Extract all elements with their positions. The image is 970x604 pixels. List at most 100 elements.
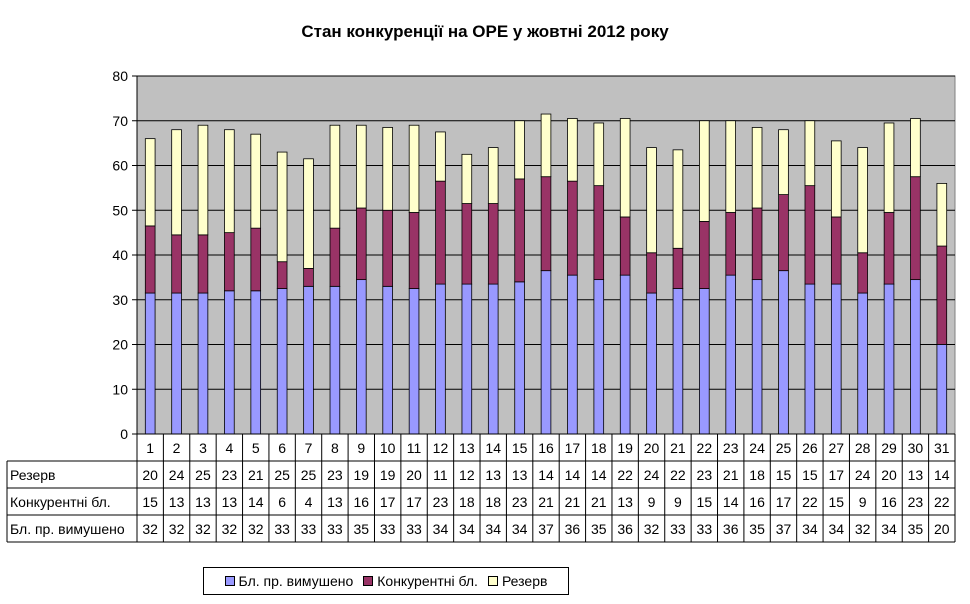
bar-segment-1 — [936, 344, 948, 435]
table-cell: 24 — [169, 467, 185, 483]
table-cell: 36 — [565, 521, 581, 537]
x-category-label: 24 — [749, 440, 765, 456]
x-category-label: 15 — [512, 440, 528, 456]
bar-segment-1 — [646, 292, 657, 435]
table-cell: 21 — [723, 467, 739, 483]
bar-segment-3 — [197, 124, 209, 236]
table-cell: 13 — [908, 467, 924, 483]
table-cell: 24 — [855, 467, 871, 483]
table-cell: 25 — [274, 467, 290, 483]
bar-segment-3 — [751, 127, 763, 209]
legend-label: Бл. пр. вимушено — [238, 573, 354, 589]
bars — [144, 113, 948, 435]
bar-segment-1 — [514, 281, 525, 435]
y-tick-label: 40 — [112, 247, 128, 263]
table-cell: 23 — [327, 467, 343, 483]
table-cell: 33 — [380, 521, 396, 537]
bar-segment-3 — [804, 120, 816, 187]
chart-title: Стан конкуренції на ОРЕ у жовтні 2012 ро… — [301, 22, 669, 41]
bar-segment-1 — [910, 279, 921, 435]
table-cell: 32 — [248, 521, 264, 537]
x-category-label: 28 — [855, 440, 871, 456]
table-cell: 33 — [697, 521, 713, 537]
table-cell: 15 — [828, 494, 844, 510]
bar-segment-3 — [778, 129, 789, 195]
table-cell: 14 — [565, 467, 581, 483]
table-cell: 9 — [648, 494, 656, 510]
x-category-label: 26 — [802, 440, 818, 456]
table-cell: 22 — [934, 494, 950, 510]
x-category-label: 4 — [225, 440, 233, 456]
table-cell: 37 — [776, 521, 792, 537]
x-category-label: 1 — [146, 440, 154, 456]
x-category-label: 31 — [934, 440, 950, 456]
y-tick-label: 0 — [120, 426, 128, 442]
table-cell: 17 — [828, 467, 844, 483]
table-cell: 13 — [222, 494, 238, 510]
table-cell: 34 — [485, 521, 501, 537]
data-table: 1 2 3 4 5 6 7 8 9 10 11 12 13 14 15 16 17 18 19 20 21 22 23 24 2… — [6, 433, 956, 543]
table-cell: 32 — [222, 521, 238, 537]
table-cell: 13 — [617, 494, 633, 510]
legend-swatch — [363, 576, 374, 586]
table-cell: 15 — [802, 467, 818, 483]
table-cell: 34 — [512, 521, 528, 537]
bar-segment-3 — [567, 118, 578, 182]
bar-segment-3 — [224, 129, 235, 234]
table-cell: 13 — [512, 467, 528, 483]
bar-segment-3 — [699, 120, 710, 222]
table-cell: 15 — [142, 494, 158, 510]
bar-segment-1 — [382, 285, 393, 435]
table-cell: 35 — [354, 521, 370, 537]
bar-segment-3 — [461, 153, 473, 204]
bar-segment-1 — [276, 288, 288, 435]
bar-segment-2 — [461, 203, 473, 285]
bar-segment-1 — [751, 279, 763, 435]
table-cell: 33 — [406, 521, 422, 537]
table-cell: 35 — [591, 521, 607, 537]
y-tick-label: 70 — [112, 113, 128, 129]
bar-segment-1 — [250, 290, 262, 435]
table-cell: 21 — [248, 467, 264, 483]
y-tick-label: 50 — [112, 202, 128, 218]
table-cell: 20 — [142, 467, 158, 483]
bar-segment-1 — [224, 290, 235, 435]
bar-segment-2 — [910, 176, 921, 281]
bar-segment-2 — [725, 212, 736, 276]
table-cell: 12 — [459, 467, 475, 483]
bar-segment-1 — [435, 283, 446, 435]
table-cell: 16 — [881, 494, 897, 510]
legend-label: Конкурентні бл. — [377, 573, 478, 589]
x-category-label: 21 — [670, 440, 686, 456]
table-cell: 22 — [670, 467, 686, 483]
x-category-label: 9 — [357, 440, 365, 456]
table-cell: 33 — [301, 521, 317, 537]
x-category-label: 30 — [908, 440, 924, 456]
table-cell: 23 — [908, 494, 924, 510]
bar-segment-2 — [435, 180, 446, 285]
table-cell: 33 — [274, 521, 290, 537]
bar-segment-2 — [356, 207, 367, 281]
bar-segment-3 — [408, 124, 420, 213]
table-cell: 32 — [195, 521, 211, 537]
bar-segment-1 — [883, 283, 895, 435]
table-cell: 13 — [327, 494, 343, 510]
bar-segment-3 — [514, 120, 525, 180]
table-cell: 4 — [305, 494, 313, 510]
table-cell: 32 — [644, 521, 660, 537]
table-cell: 19 — [354, 467, 370, 483]
bar-segment-1 — [171, 292, 182, 435]
x-category-label: 16 — [538, 440, 554, 456]
y-tick-label: 60 — [112, 158, 128, 174]
table-row-label: Резерв — [10, 467, 55, 483]
table-cell: 15 — [776, 467, 792, 483]
table-cell: 20 — [881, 467, 897, 483]
table-cell: 23 — [222, 467, 238, 483]
x-category-label: 25 — [776, 440, 792, 456]
bar-segment-2 — [646, 252, 657, 294]
bar-segment-2 — [778, 194, 789, 272]
bar-segment-1 — [329, 285, 341, 435]
table-cell: 13 — [195, 494, 211, 510]
table-row-label: Конкурентні бл. — [10, 494, 111, 510]
